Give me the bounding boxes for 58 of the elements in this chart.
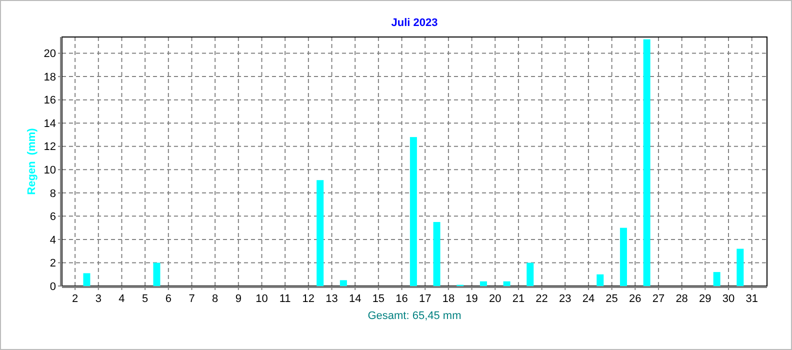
y-tick-label: 0 [50, 280, 56, 293]
x-tick-label: 11 [279, 293, 291, 305]
x-tick-label: 29 [699, 293, 712, 305]
bar [596, 274, 604, 286]
bar [620, 228, 627, 286]
x-tick-label: 4 [118, 293, 125, 305]
y-axis-title: Regen (mm) [26, 128, 38, 195]
x-tick-label: 20 [489, 293, 502, 305]
x-tick-label: 25 [606, 293, 618, 305]
x-tick-label: 18 [442, 293, 455, 305]
x-tick-label: 2 [72, 293, 78, 305]
y-tick-label: 12 [44, 141, 56, 154]
text: Gesamt: 65,45 mm [368, 310, 462, 322]
x-tick-label: 27 [652, 293, 665, 305]
bar [316, 180, 324, 286]
bar [480, 281, 487, 286]
x-tick-label: 22 [536, 293, 548, 305]
x-tick-label: 12 [302, 293, 315, 305]
x-tick-label: 31 [746, 293, 758, 305]
y-tick-label: 14 [44, 118, 56, 130]
x-tick-label: 13 [326, 293, 338, 305]
y-tick-label: 2 [50, 258, 56, 270]
bar [736, 248, 744, 286]
x-tick-label: 7 [188, 293, 195, 305]
y-tick-label: 4 [50, 234, 56, 246]
chart-title: Juli 2023 [391, 17, 438, 29]
bar [526, 262, 534, 286]
bar [643, 39, 650, 286]
bar [83, 273, 90, 286]
x-tick-label: 26 [629, 293, 642, 305]
x-tick-label: 30 [722, 293, 735, 305]
x-tick-label: 28 [676, 293, 688, 305]
x-tick-label: 9 [235, 293, 242, 305]
bar [153, 262, 160, 286]
x-tick-label: 23 [559, 293, 572, 305]
x-tick-label: 21 [512, 293, 525, 305]
y-tick-label: 20 [44, 48, 56, 60]
bar [713, 272, 720, 286]
x-tick-label: 15 [372, 293, 385, 305]
y-tick-label: 18 [44, 71, 56, 84]
x-tick-label: 5 [142, 293, 148, 305]
x-tick-label: 6 [165, 293, 172, 305]
x-tick-label: 14 [348, 293, 362, 305]
x-tick-label: 10 [256, 293, 268, 305]
y-tick-label: 6 [50, 211, 56, 224]
x-tick-label: 3 [95, 293, 102, 305]
bar [433, 222, 440, 286]
x-tick-label: 8 [212, 293, 218, 305]
x-tick-label: 24 [582, 293, 595, 305]
x-tick-label: 16 [396, 293, 408, 305]
x-tick-label: 19 [466, 293, 478, 305]
bar [503, 281, 510, 286]
y-tick-label: 10 [44, 164, 56, 176]
y-tick-label: 16 [44, 94, 56, 107]
bar [340, 280, 347, 286]
bar [410, 137, 417, 286]
y-tick-label: 8 [50, 188, 56, 200]
x-tick-label: 17 [418, 293, 432, 305]
